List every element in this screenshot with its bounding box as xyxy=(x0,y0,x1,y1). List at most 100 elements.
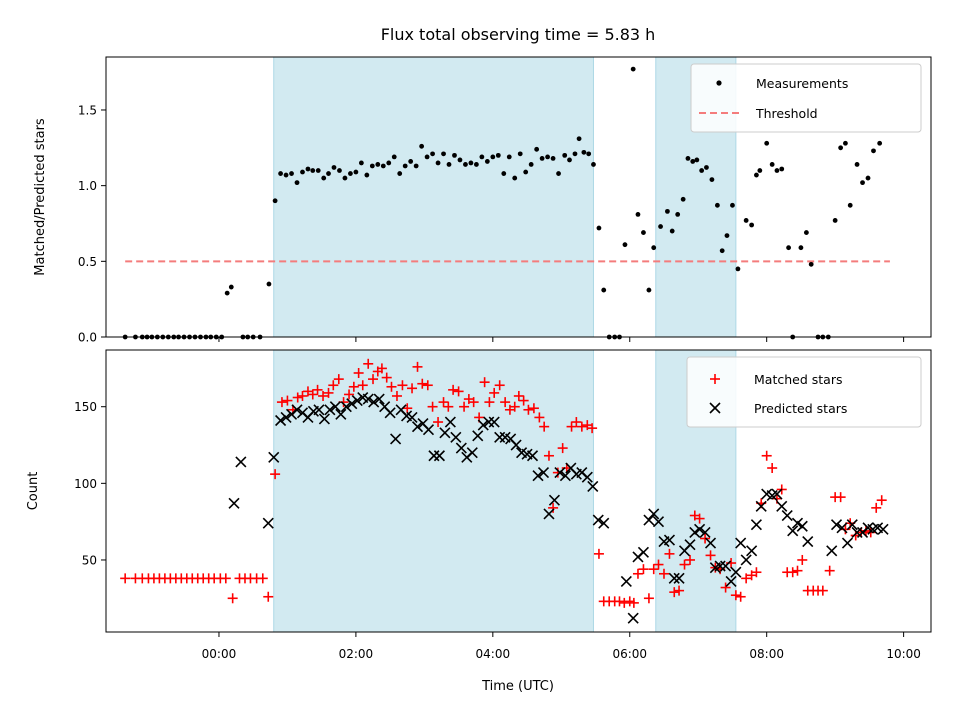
predicted-stars-point xyxy=(362,393,374,405)
measurement-point xyxy=(408,159,414,164)
count-x-tick-label: 08:00 xyxy=(749,647,784,661)
matched-stars-point xyxy=(333,374,344,385)
matched-stars-point xyxy=(513,390,524,401)
predicted-stars-point xyxy=(581,471,593,483)
matched-stars-point xyxy=(674,585,685,596)
measurement-point xyxy=(675,212,681,217)
matched-stars-point xyxy=(391,390,402,401)
measurement-point xyxy=(724,233,730,238)
predicted-stars-point xyxy=(346,398,358,410)
matched-stars-point xyxy=(876,495,887,506)
matched-stars-point xyxy=(787,567,798,578)
ratio-x-ticks xyxy=(218,337,905,342)
predicted-stars-point xyxy=(730,566,742,578)
measurement-point xyxy=(326,171,331,176)
ratio-y-ticks: 0.0 0.5 1.0 1.5 xyxy=(78,103,106,345)
predicted-stars-point xyxy=(668,572,680,584)
matched-stars-point xyxy=(220,573,231,584)
ratio-y-tick-label: 1.5 xyxy=(78,103,97,117)
matched-stars-point xyxy=(792,565,803,576)
measurement-point xyxy=(764,140,770,146)
ratio-legend: Measurements Threshold xyxy=(690,63,922,133)
matched-stars-point xyxy=(552,467,563,478)
matched-stars-point xyxy=(679,559,690,570)
measurement-point xyxy=(567,157,572,163)
measurement-point xyxy=(545,154,550,160)
matched-stars-point xyxy=(120,573,131,584)
measurement-point xyxy=(786,245,791,251)
matched-stars-point xyxy=(494,380,505,391)
predicted-stars-point xyxy=(235,456,247,468)
matched-stars-point xyxy=(353,367,364,378)
chart-title: Flux total observing time = 5.83 h xyxy=(381,25,656,44)
count-x-tick-label: 04:00 xyxy=(476,647,511,661)
measurement-point xyxy=(419,143,425,149)
predicted-stars-point xyxy=(318,413,330,425)
matched-legend-label: Matched stars xyxy=(754,372,842,387)
measurement-point xyxy=(622,242,628,248)
matched-stars-point xyxy=(427,401,438,412)
measurement-point xyxy=(512,175,518,181)
measurement-point xyxy=(808,261,814,267)
measurement-point xyxy=(495,152,501,158)
measurement-point xyxy=(719,248,725,254)
predicted-stars-point xyxy=(483,416,495,428)
count-legend-box xyxy=(686,356,922,428)
predicted-stars-point xyxy=(802,536,814,548)
measurement-point xyxy=(331,165,337,170)
predicted-stars-point xyxy=(262,517,274,529)
predicted-stars-point xyxy=(537,467,550,479)
matched-stars-point xyxy=(648,564,659,575)
matched-stars-point xyxy=(509,401,520,412)
predicted-stars-point xyxy=(776,500,788,512)
measurement-point xyxy=(353,169,359,175)
matched-stars-point xyxy=(402,403,413,414)
matched-stars-point xyxy=(741,573,752,584)
measurement-point xyxy=(463,162,468,167)
count-x-tick-label: 10:00 xyxy=(886,647,921,661)
x-axis-label: Time (UTC) xyxy=(481,679,554,694)
predicted-stars-point xyxy=(740,554,752,566)
predicted-stars-point xyxy=(340,401,352,413)
count-legend: Matched stars Predicted stars xyxy=(686,356,922,428)
matched-stars-point xyxy=(705,550,716,561)
predicted-stars-point xyxy=(771,488,783,500)
predicted-stars-point xyxy=(694,523,706,535)
measurement-point xyxy=(424,154,430,160)
measurement-point xyxy=(591,162,596,167)
matched-stars-point xyxy=(453,386,464,397)
measurement-point xyxy=(877,140,883,146)
predicted-stars-point xyxy=(554,467,566,479)
count-y-tick-label: 150 xyxy=(74,400,97,414)
measurement-point xyxy=(435,160,441,166)
predicted-stars-point xyxy=(313,404,325,416)
matched-stars-point xyxy=(443,401,454,412)
measurement-point xyxy=(709,177,715,182)
matched-stars-point xyxy=(643,593,654,604)
count-axes-frame xyxy=(105,349,932,633)
measurement-point xyxy=(754,172,759,178)
matched-stars-point xyxy=(751,567,762,578)
measurement-point xyxy=(730,202,735,208)
measurement-point xyxy=(430,151,435,157)
predicted-stars-point xyxy=(494,431,506,443)
predicted-stars-point xyxy=(543,508,555,520)
predicted-stars-point xyxy=(643,514,655,526)
measurement-point xyxy=(441,151,446,157)
measurement-point xyxy=(315,168,321,173)
predicted-legend-label: Predicted stars xyxy=(754,401,847,416)
matched-stars-point xyxy=(571,417,582,428)
measurement-point xyxy=(749,222,755,228)
measurement-point xyxy=(871,148,876,154)
ratio-y-label: Matched/Predicted stars xyxy=(33,118,48,276)
predicted-stars-point xyxy=(836,522,848,534)
measurement-point xyxy=(669,228,675,234)
measurement-point xyxy=(528,162,534,167)
predicted-stars-point xyxy=(846,519,858,531)
predicted-stars-point xyxy=(663,534,676,546)
count-y-label: Count xyxy=(26,472,41,511)
matched-stars-point xyxy=(422,380,433,391)
measurement-point xyxy=(468,160,474,166)
count-x-ticks: 00:00 02:00 04:00 06:00 08:00 10:00 xyxy=(202,632,921,661)
predicted-stars-point xyxy=(275,414,287,427)
